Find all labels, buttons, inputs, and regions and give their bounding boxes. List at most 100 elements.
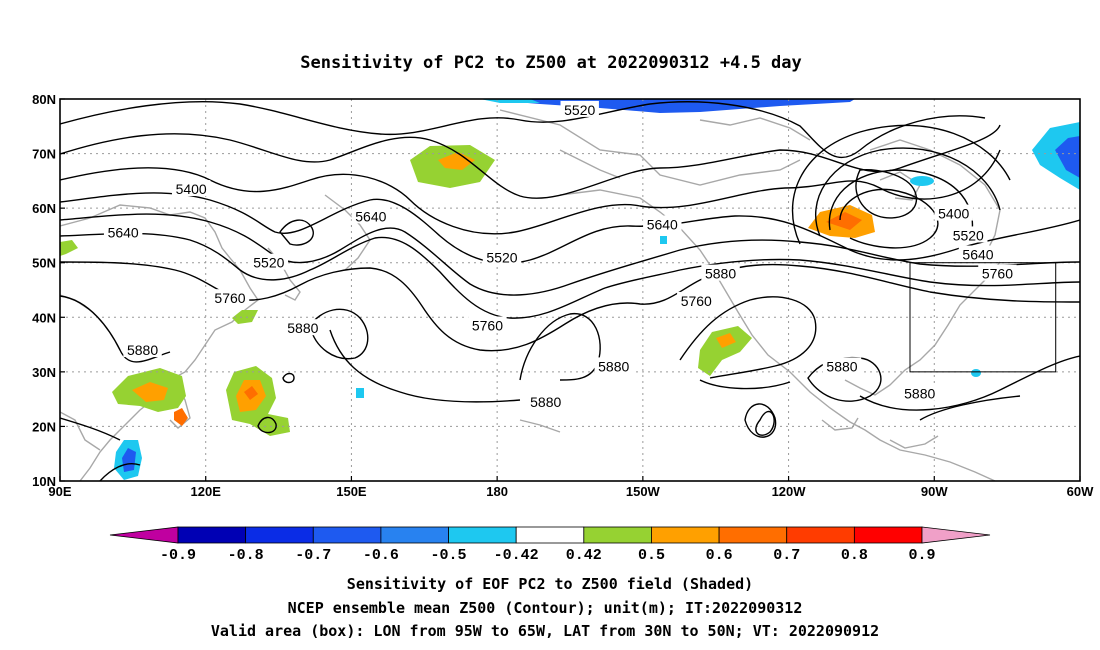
colorbar-segment [380,526,449,544]
shade-indochina-negative-core [122,448,136,472]
contour-label-bg [468,316,507,333]
contour-label-bg [900,384,939,401]
x-tick-label: 180 [486,484,508,499]
contour-label-bg [526,392,565,409]
colorbar-low-triangle [109,526,179,544]
colorbar-segment [853,526,923,544]
contour-label-bg [677,291,716,308]
contour-label: 5760 [472,317,503,333]
contour-label: 5760 [982,266,1013,282]
y-tick-label: 10N [32,474,56,489]
colorbar-label: 0.42 [566,547,602,564]
y-tick-label: 40N [32,310,56,325]
colorbar-label: 0.6 [706,547,733,564]
shade-west-positive-core [716,333,736,348]
colorbar-segment [583,526,652,544]
colorbar-segment [786,526,855,544]
contour-label: 5880 [598,358,629,374]
z500-contours [60,100,1080,481]
contour-label: 5400 [938,206,969,222]
contour-label: 5400 [176,181,207,197]
valid-area-box [909,262,1057,373]
shade-japan-positive [232,310,258,324]
contour-label-bg [643,215,682,232]
contour-label: 5760 [681,293,712,309]
contour-label: 5880 [826,358,857,374]
colorbar-label: -0.6 [363,547,399,564]
x-tick-label: 150W [626,484,661,499]
contour-label-bg [958,245,998,262]
colorbar-label: -0.9 [160,547,196,564]
shade-small-blob-4 [971,369,981,377]
shade-north-pacific-positive-core [438,152,475,170]
colorbar-segment [177,526,247,544]
contour-label-bg [123,341,162,358]
shade-hudson-positive-core [826,212,862,230]
y-tick-label: 50N [32,256,56,271]
map-plot-area: 5520 5400 5640 5520 5760 5880 5640 5520 5760 5640… [32,92,1094,499]
contour-label: 5640 [647,217,678,233]
contour-label: 5880 [904,386,935,402]
y-tick-label: 80N [32,92,56,107]
y-tick-label: 60N [32,201,56,216]
footer-line-1: Sensitivity of EOF PC2 to Z500 field (Sh… [347,575,753,593]
shade-small-blob-2 [660,236,667,244]
colorbar-label: 0.8 [841,547,868,564]
colorbar-label: 0.5 [638,547,665,564]
y-tick-label: 30N [32,365,56,380]
contour-label-bg [103,223,143,240]
y-tick-label: 70N [32,147,56,162]
chart-title: Sensitivity of PC2 to Z500 at 2022090312… [300,53,802,73]
colorbar-segment [718,526,788,544]
footer-line-3: Valid area (box): LON from 95W to 65W, L… [211,622,879,640]
colorbar-label: -0.42 [494,547,539,564]
x-tick-label: 90W [921,484,948,499]
shade-phil-positive-max [244,386,258,400]
contour-label-bg [560,100,599,117]
contour-labels: 5520 5400 5640 5520 5760 5880 5640 5520 5760 5640… [103,100,1017,410]
contour-label-bg [949,226,988,243]
colorbar-label: -0.7 [295,547,331,564]
x-tick-label: 60W [1067,484,1094,499]
contour-label-bg [822,357,862,374]
map-frame [59,98,1081,482]
contour-label-bg [978,264,1017,281]
colorbar-label: -0.5 [431,547,467,564]
contour-label: 5880 [127,342,158,358]
sensitivity-shading [60,99,1080,480]
colorbar-segment [515,526,585,544]
y-axis-ticks: 10N 20N 30N 40N 50N 60N 70N 80N [32,92,65,489]
contour-label-bg [351,207,391,224]
contour-label: 5520 [564,102,595,118]
shade-w-edge [60,240,78,256]
contour-label: 5640 [962,247,993,263]
colorbar: -0.9 -0.8 -0.7 -0.6 -0.5 -0.42 0.42 0.5 0.6 0.7 0.… [109,526,991,564]
contour-label: 5760 [214,290,245,306]
contour-label-bg [934,204,973,221]
x-tick-label: 90E [48,484,71,499]
contour-label: 5640 [355,208,386,224]
colorbar-segment [448,526,517,544]
shade-small-blob-3 [910,176,934,186]
contour-label: 5640 [108,225,139,241]
x-tick-label: 120E [191,484,222,499]
x-tick-label: 120W [772,484,807,499]
x-tick-label: 150E [336,484,367,499]
colorbar-segment [651,526,720,544]
colorbar-segment [245,526,314,544]
contour-label: 5520 [953,227,984,243]
contour-label-bg [283,319,323,336]
colorbar-label: -0.8 [228,547,264,564]
contour-label-bg [249,253,289,270]
contour-label-bg [482,248,522,265]
shade-atlantic-negative-core [1055,136,1080,178]
contour-label-bg [594,357,633,374]
contour-label-bg [210,289,250,306]
footer-line-2: NCEP ensemble mean Z500 (Contour); unit(… [288,599,803,617]
contour-label-bg [701,264,740,281]
colorbar-segment [312,526,382,544]
colorbar-label: 0.7 [773,547,800,564]
shade-scs-small [174,408,188,426]
footer-text: Sensitivity of EOF PC2 to Z500 field (Sh… [211,575,879,640]
